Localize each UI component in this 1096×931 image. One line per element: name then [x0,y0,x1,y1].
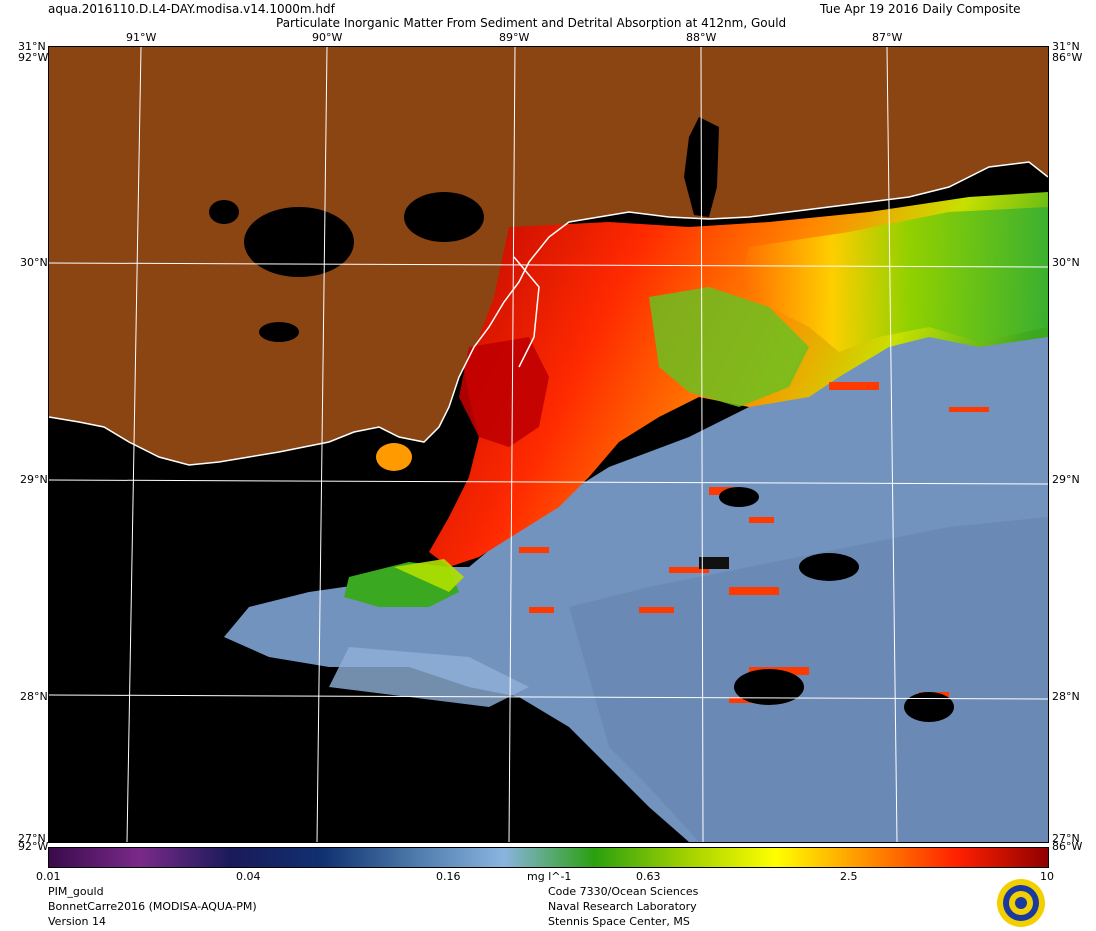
corner-label: 27°N [1052,832,1080,845]
footer-center-line: Code 7330/Ocean Sciences [548,885,699,898]
map-image [48,46,1049,843]
corner-label: 31°N [18,40,46,53]
lon-label: 91°W [126,31,157,44]
map-title: Particulate Inorganic Matter From Sedime… [276,16,787,30]
lat-label: 30°N [20,256,48,269]
corner-label: 92°W [18,51,49,64]
nrl-seal-icon [997,879,1045,927]
footer-center-line: Naval Research Laboratory [548,900,697,913]
footer-left-line: BonnetCarre2016 (MODISA-AQUA-PM) [48,900,257,913]
corner-label: 92°W [18,840,49,853]
colorbar-tick: 0.04 [236,870,261,883]
colorbar-tick: 0.16 [436,870,461,883]
file-name: aqua.2016110.D.L4-DAY.modisa.v14.1000m.h… [48,2,335,16]
footer-center-line: Stennis Space Center, MS [548,915,690,928]
lat-label: 29°N [1052,473,1080,486]
lon-label: 90°W [312,31,343,44]
lake [244,207,354,277]
coastline [48,161,1049,466]
corner-label: 31°N [1052,40,1080,53]
footer-left-line: Version 14 [48,915,106,928]
map-area[interactable] [48,46,1049,843]
corner-label: 86°W [1052,840,1083,853]
colorbar-tick: 10 [1040,870,1054,883]
lon-label: 88°W [686,31,717,44]
lat-label: 28°N [20,690,48,703]
footer-left-line: PIM_gould [48,885,104,898]
lon-label: 87°W [872,31,903,44]
colorbar-tick: 2.5 [840,870,858,883]
colorbar-unit: mg l^-1 [527,870,572,883]
lat-label: 30°N [1052,256,1080,269]
corner-label: 86°W [1052,51,1083,64]
colorbar-tick: 0.01 [36,870,61,883]
lat-label: 28°N [1052,690,1080,703]
lat-label: 29°N [20,473,48,486]
date-label: Tue Apr 19 2016 Daily Composite [820,2,1021,16]
corner-label: 27°N [18,832,46,845]
colorbar [48,847,1049,868]
land-area [49,47,1048,465]
lon-label: 89°W [499,31,530,44]
colorbar-tick: 0.63 [636,870,661,883]
